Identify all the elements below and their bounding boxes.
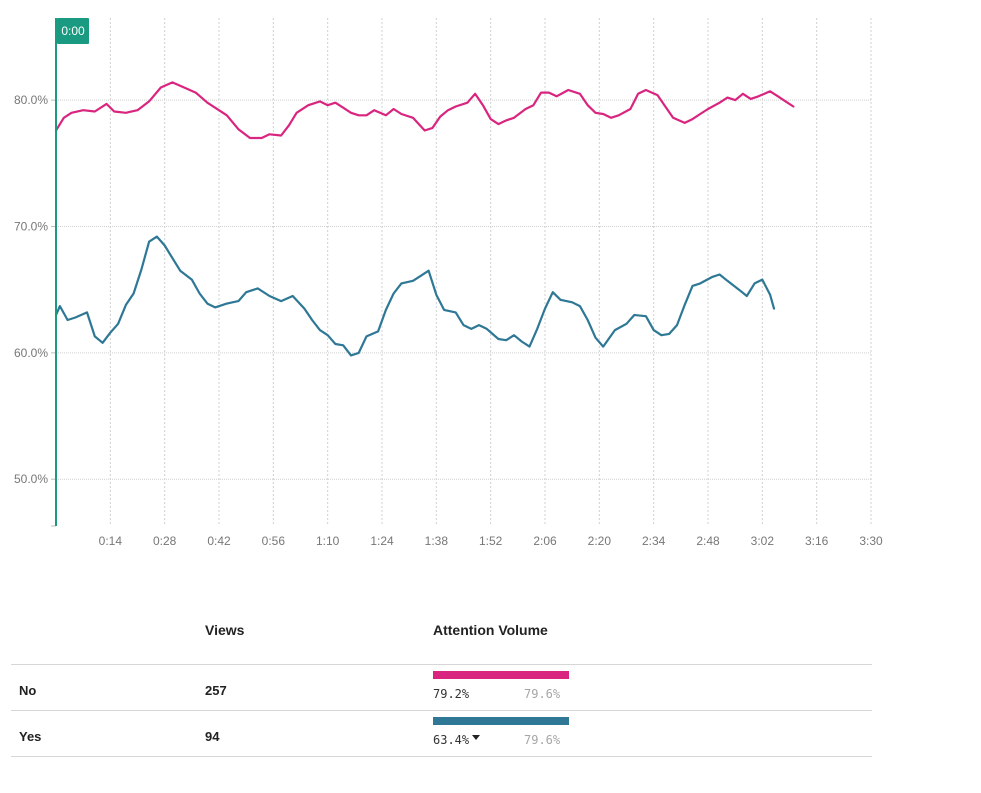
y-tick-label: 50.0%: [14, 472, 48, 486]
views-column-header: Views: [205, 622, 245, 638]
x-tick-label: 3:02: [751, 534, 775, 548]
x-tick-label: 3:16: [805, 534, 829, 548]
stats-table-header: Views Attention Volume: [11, 612, 872, 665]
views-value: 257: [205, 683, 227, 698]
table-row[interactable]: No 257 79.2% 79.6%: [11, 665, 872, 711]
attention-value: 63.4%: [433, 733, 470, 747]
x-tick-label: 2:48: [696, 534, 720, 548]
x-tick-label: 2:20: [588, 534, 612, 548]
y-tick-label: 60.0%: [14, 346, 48, 360]
x-tick-label: 1:24: [370, 534, 394, 548]
stats-table: Views Attention Volume No 257 79.2% 79.6…: [11, 612, 872, 757]
x-tick-label: 1:10: [316, 534, 340, 548]
trend-down-icon: [472, 735, 481, 740]
series-line-no: [54, 81, 795, 140]
x-tick-label: 2:34: [642, 534, 666, 548]
attention-benchmark: 79.6%: [524, 687, 561, 701]
x-tick-label: 2:06: [533, 534, 557, 548]
attention-benchmark: 79.6%: [524, 733, 561, 747]
row-name: Yes: [19, 729, 42, 744]
x-tick-label: 3:30: [859, 534, 883, 548]
series-line-yes: [54, 235, 776, 357]
attention-value-wrap: 63.4%: [433, 733, 481, 747]
views-value: 94: [205, 729, 220, 744]
chart-svg: 0:14 0:28 0:42 0:56 1:10 1:24 1:38 1:52 2:06 2:20…: [14, 18, 883, 548]
playhead-time-badge[interactable]: 0:00: [57, 18, 89, 44]
attention-bar: [433, 671, 569, 679]
x-tick-label: 0:56: [262, 534, 286, 548]
attention-bar: [433, 717, 569, 725]
table-row[interactable]: Yes 94 63.4% 79.6%: [11, 711, 872, 757]
x-tick-label: 0:14: [99, 534, 123, 548]
y-tick-label: 70.0%: [14, 220, 48, 234]
x-tick-label: 1:38: [425, 534, 449, 548]
attention-volume-column-header: Attention Volume: [433, 622, 548, 638]
x-tick-label: 1:52: [479, 534, 503, 548]
attention-value: 79.2%: [433, 687, 470, 701]
row-name: No: [19, 683, 37, 698]
y-tick-label: 80.0%: [14, 93, 48, 107]
x-tick-label: 0:28: [153, 534, 177, 548]
attention-line-chart: 0:14 0:28 0:42 0:56 1:10 1:24 1:38 1:52 2:06 2:20…: [14, 18, 883, 548]
x-tick-label: 0:42: [207, 534, 231, 548]
